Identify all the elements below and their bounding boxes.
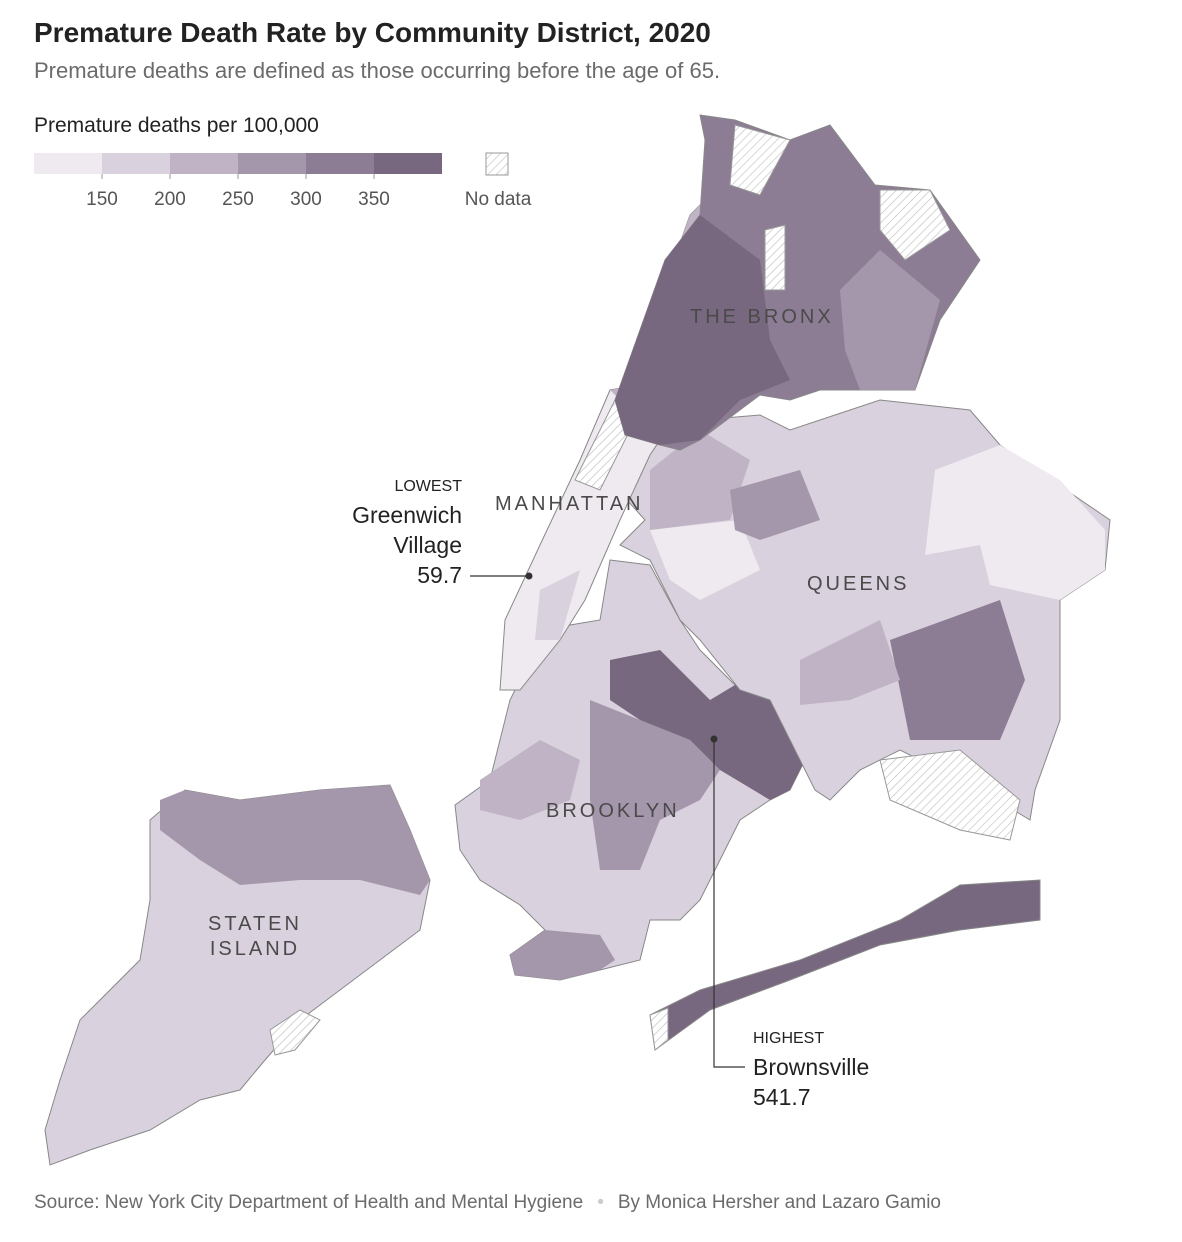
borough-label: THE BRONX xyxy=(690,306,834,328)
district xyxy=(480,740,580,820)
district xyxy=(890,600,1025,740)
legend-tick-label: 150 xyxy=(86,189,118,210)
no-data-area xyxy=(879,749,1021,841)
no-data-swatch xyxy=(485,152,509,176)
marker-dot xyxy=(710,735,718,743)
district xyxy=(615,215,790,445)
no-data-area xyxy=(729,124,791,196)
marker-dot xyxy=(525,572,533,580)
no-data-area xyxy=(649,1007,669,1051)
legend-tick-label: 250 xyxy=(222,189,254,210)
annotation: HIGHEST Brownsville 541.7 xyxy=(753,1030,869,1112)
annotation-kicker: HIGHEST xyxy=(753,1030,825,1047)
annotation-name: Greenwich Village xyxy=(352,502,462,558)
district xyxy=(535,570,580,640)
legend-swatch xyxy=(374,153,442,174)
annotation-value: 541.7 xyxy=(753,1084,811,1110)
annotation: LOWEST Greenwich Village 59.7 xyxy=(322,478,462,590)
no-data-area xyxy=(764,224,786,291)
borough-label: STATEN ISLAND xyxy=(208,913,302,960)
legend-swatch xyxy=(34,153,102,174)
no-data-area xyxy=(879,189,951,261)
separator: • xyxy=(597,1192,604,1213)
borough-label: MANHATTAN xyxy=(495,493,644,515)
district xyxy=(730,470,820,540)
annotation-name: Brownsville xyxy=(753,1054,870,1080)
no-data-area xyxy=(269,1009,321,1056)
annotation-value: 59.7 xyxy=(417,562,462,588)
source: Source: New York City Department of Heal… xyxy=(34,1192,584,1213)
legend-tick-label: 200 xyxy=(154,189,186,210)
footer: Source: New York City Department of Heal… xyxy=(34,1192,941,1214)
rockaway xyxy=(649,879,1041,1051)
district xyxy=(510,930,615,980)
no-data-label: No data xyxy=(464,189,532,210)
leader-line xyxy=(713,739,745,1068)
district xyxy=(160,785,430,895)
district xyxy=(590,700,720,870)
title: Premature Death Rate by Community Distri… xyxy=(34,17,711,48)
district xyxy=(800,620,900,705)
borough-label: BROOKLYN xyxy=(546,800,680,822)
legend-tick-label: 300 xyxy=(290,189,322,210)
legend-tick-label: 350 xyxy=(358,189,390,210)
byline: By Monica Hersher and Lazaro Gamio xyxy=(617,1192,941,1213)
subtitle: Premature deaths are defined as those oc… xyxy=(34,58,721,83)
legend-swatch xyxy=(102,153,170,174)
district xyxy=(650,430,750,530)
district xyxy=(840,250,940,390)
district xyxy=(925,445,1105,600)
legend-swatch xyxy=(306,153,374,174)
legend-swatch xyxy=(238,153,306,174)
borough-label: QUEENS xyxy=(807,573,910,595)
district xyxy=(650,520,760,600)
legend-swatch xyxy=(170,153,238,174)
annotation-kicker: LOWEST xyxy=(394,478,462,495)
legend-title: Premature deaths per 100,000 xyxy=(34,114,319,137)
